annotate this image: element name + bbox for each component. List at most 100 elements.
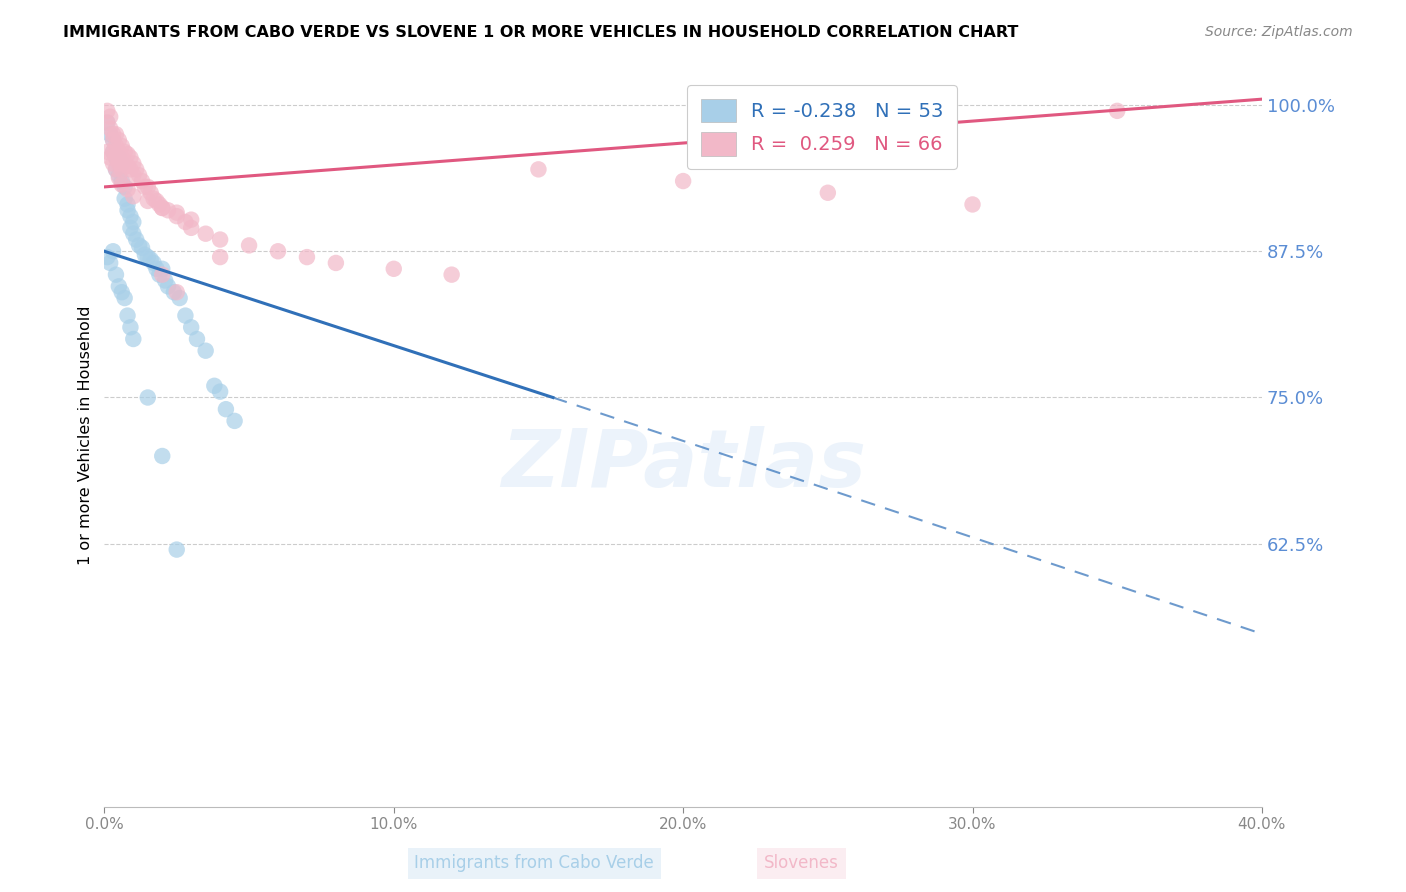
Point: [96, 145, 118, 159]
Point: [111, 139, 134, 153]
Point: [96, 250, 118, 264]
Point: [120, 209, 142, 223]
Point: [238, 238, 260, 252]
Point: [98, 110, 121, 124]
Point: [186, 332, 208, 346]
Point: [122, 168, 145, 182]
Point: [98, 121, 121, 136]
Point: [527, 162, 550, 177]
Point: [122, 156, 145, 170]
Point: [180, 320, 202, 334]
Point: [122, 332, 145, 346]
Point: [114, 192, 136, 206]
Point: [150, 268, 173, 282]
Point: [128, 168, 150, 182]
Point: [962, 197, 984, 211]
Point: [101, 244, 124, 259]
Point: [125, 162, 148, 177]
Point: [96, 115, 118, 129]
Point: [111, 162, 134, 177]
Point: [101, 156, 124, 170]
Point: [672, 174, 695, 188]
Point: [150, 449, 173, 463]
Point: [98, 151, 121, 165]
Point: [120, 220, 142, 235]
Point: [215, 402, 238, 417]
Point: [111, 285, 134, 300]
Point: [108, 133, 131, 147]
Point: [98, 128, 121, 142]
Point: [104, 151, 127, 165]
Point: [382, 261, 405, 276]
Legend: R = -0.238   N = 53, R =  0.259   N = 66: R = -0.238 N = 53, R = 0.259 N = 66: [688, 85, 957, 169]
Point: [157, 203, 180, 218]
Text: ZIPatlas: ZIPatlas: [501, 426, 866, 504]
Point: [142, 192, 165, 206]
Point: [136, 250, 159, 264]
Point: [101, 133, 124, 147]
Point: [120, 320, 142, 334]
Point: [145, 261, 167, 276]
Point: [111, 156, 134, 170]
Point: [117, 309, 139, 323]
Point: [125, 233, 148, 247]
Point: [122, 227, 145, 241]
Point: [136, 180, 159, 194]
Point: [104, 162, 127, 177]
Point: [120, 151, 142, 165]
Point: [163, 285, 186, 300]
Point: [104, 151, 127, 165]
Point: [134, 180, 156, 194]
Point: [209, 384, 232, 399]
Point: [104, 268, 127, 282]
Text: Source: ZipAtlas.com: Source: ZipAtlas.com: [1205, 25, 1353, 39]
Point: [104, 162, 127, 177]
Point: [209, 250, 232, 264]
Point: [108, 279, 131, 293]
Point: [117, 203, 139, 218]
Point: [114, 156, 136, 170]
Point: [117, 159, 139, 173]
Point: [114, 145, 136, 159]
Point: [148, 268, 170, 282]
Point: [209, 233, 232, 247]
Point: [108, 170, 131, 185]
Point: [267, 244, 290, 259]
Point: [153, 273, 176, 287]
Point: [131, 241, 153, 255]
Point: [1107, 103, 1129, 118]
Point: [108, 151, 131, 165]
Point: [101, 145, 124, 159]
Text: Immigrants from Cabo Verde: Immigrants from Cabo Verde: [415, 855, 654, 872]
Point: [96, 103, 118, 118]
Point: [169, 291, 191, 305]
Point: [114, 291, 136, 305]
Point: [139, 186, 162, 200]
Point: [111, 151, 134, 165]
Point: [295, 250, 318, 264]
Point: [139, 252, 162, 267]
Point: [114, 180, 136, 194]
Point: [174, 215, 197, 229]
Point: [122, 215, 145, 229]
Point: [108, 156, 131, 170]
Y-axis label: 1 or more Vehicles in Household: 1 or more Vehicles in Household: [79, 306, 93, 566]
Point: [202, 379, 225, 393]
Point: [117, 182, 139, 196]
Point: [166, 209, 188, 223]
Point: [117, 197, 139, 211]
Point: [122, 189, 145, 203]
Point: [111, 178, 134, 192]
Point: [194, 343, 217, 358]
Text: IMMIGRANTS FROM CABO VERDE VS SLOVENE 1 OR MORE VEHICLES IN HOUSEHOLD CORRELATIO: IMMIGRANTS FROM CABO VERDE VS SLOVENE 1 …: [63, 25, 1018, 40]
Point: [131, 174, 153, 188]
Point: [108, 145, 131, 159]
Point: [96, 115, 118, 129]
Point: [104, 139, 127, 153]
Point: [817, 186, 839, 200]
Point: [224, 414, 246, 428]
Point: [166, 542, 188, 557]
Point: [136, 194, 159, 208]
Point: [142, 256, 165, 270]
Point: [145, 194, 167, 208]
